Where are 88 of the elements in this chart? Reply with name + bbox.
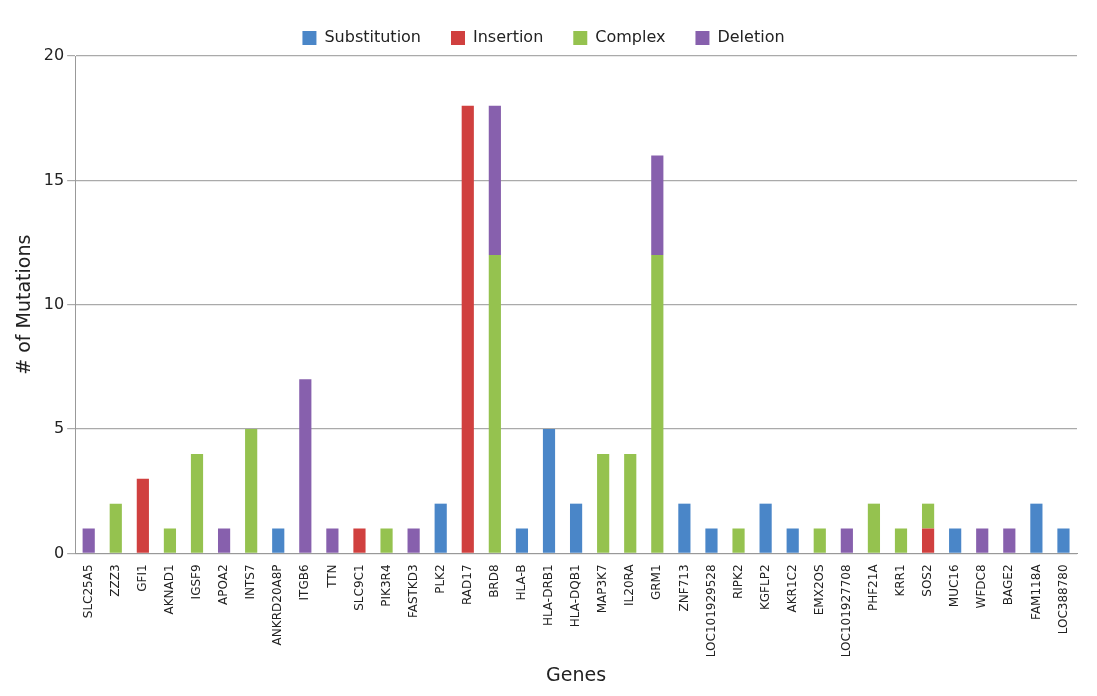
legend-label: Substitution (324, 27, 422, 47)
x-tick-label: KRR1 (893, 564, 908, 597)
bar (921, 503, 935, 529)
bar (515, 528, 529, 553)
bar (786, 528, 799, 553)
bar (109, 503, 122, 553)
x-tick-label: PIK3R4 (378, 564, 393, 607)
x-tick-label: FAM118A (1028, 563, 1043, 620)
bar (299, 379, 312, 553)
x-tick-label: PHF21A (866, 563, 881, 612)
bar (759, 503, 772, 553)
x-tick-label: IL20RA (622, 563, 637, 606)
bar (217, 528, 231, 553)
legend-label: Deletion (717, 27, 785, 47)
bar (136, 478, 149, 553)
x-tick-label: BRD8 (486, 564, 501, 598)
x-tick-label: LOC388780 (1055, 564, 1070, 635)
x-tick-label: GFI1 (134, 564, 149, 592)
x-tick-label: GRM1 (649, 564, 664, 601)
legend-label: Insertion (473, 27, 544, 47)
x-tick-label: ZNF713 (676, 564, 691, 612)
bar (407, 528, 420, 553)
bar (272, 528, 285, 553)
bar (840, 528, 853, 553)
x-tick-label: MAP3K7 (595, 564, 610, 614)
x-tick-label: SLC9C1 (351, 564, 366, 611)
bar (190, 453, 204, 553)
x-tick-label: ZZZ3 (107, 564, 122, 597)
legend-label: Complex (595, 27, 666, 47)
bar (488, 105, 501, 255)
x-tick-label: ANKRD20A8P (270, 564, 285, 646)
bar (82, 528, 95, 553)
x-tick-label: PLK2 (432, 564, 447, 594)
x-tick-label: RAD17 (459, 564, 474, 605)
x-tick-label: MUC16 (947, 564, 962, 608)
bar (163, 528, 177, 553)
bar (1057, 528, 1070, 553)
bar (353, 528, 366, 553)
bar (434, 503, 447, 553)
bar (461, 105, 474, 553)
x-tick-label: FASTKD3 (405, 564, 420, 619)
bar (813, 528, 826, 553)
bar (326, 528, 339, 553)
bar (976, 528, 989, 553)
x-tick-label: HLA-DQB1 (568, 564, 583, 628)
x-tick-label: AKNAD1 (162, 564, 177, 615)
x-tick-label: WFDC8 (974, 564, 989, 609)
x-tick-label: SOS2 (920, 564, 935, 597)
x-tick-label: KGFLP2 (757, 564, 772, 611)
bar (705, 528, 718, 553)
y-tick-label: 10 (43, 293, 65, 313)
bar (1003, 528, 1016, 553)
x-tick-label: AKR1C2 (784, 564, 799, 613)
bar (651, 155, 664, 255)
bar (867, 503, 881, 553)
bar (651, 254, 664, 553)
y-tick-label: 0 (53, 542, 65, 562)
x-tick-label: HLA-DRB1 (541, 564, 556, 627)
bar (380, 528, 393, 553)
bar (542, 429, 556, 553)
x-axis-title: Genes (546, 662, 607, 685)
x-tick-label: IGSF9 (189, 564, 204, 600)
bar (624, 453, 637, 553)
bar (894, 528, 908, 553)
bar (949, 528, 962, 553)
x-tick-label: LOC101929528 (703, 564, 718, 658)
bar (488, 254, 501, 553)
bar (569, 503, 583, 553)
bar (245, 429, 258, 553)
x-tick-label: LOC101927708 (838, 564, 853, 658)
x-tick-label: TTN (324, 564, 339, 589)
bar (678, 503, 691, 553)
x-tick-label: ITGB6 (297, 564, 312, 601)
x-tick-label: EMX2OS (811, 564, 826, 616)
bar (597, 453, 610, 553)
bar (921, 528, 935, 553)
y-tick-label: 5 (53, 418, 65, 438)
x-tick-label: APOA2 (216, 564, 231, 605)
bar (732, 528, 745, 553)
y-tick-label: 20 (43, 45, 65, 65)
x-tick-label: HLA-B (514, 564, 529, 601)
bar (1030, 503, 1043, 553)
y-tick-label: 15 (43, 169, 65, 189)
x-tick-label: INTS7 (243, 564, 258, 600)
y-axis-title: # of Mutations (12, 234, 35, 375)
x-tick-label: SLC25A5 (80, 564, 95, 619)
x-tick-label: BAGE2 (1001, 564, 1016, 606)
x-tick-label: RIPK2 (730, 564, 745, 600)
